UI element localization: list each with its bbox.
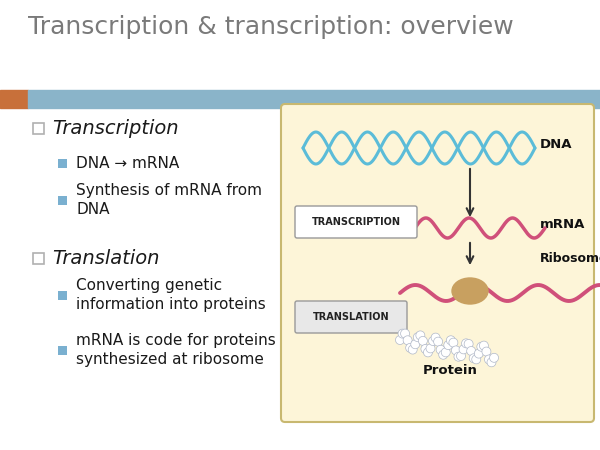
Circle shape [416,331,425,340]
Bar [58,195,67,204]
Circle shape [411,340,420,349]
Text: mRNA is code for proteins
synthesized at ribosome: mRNA is code for proteins synthesized at… [76,333,276,367]
Ellipse shape [452,278,488,304]
Circle shape [436,345,445,354]
Circle shape [444,341,453,350]
Circle shape [446,336,455,345]
Bar [58,158,67,167]
Text: DNA → mRNA: DNA → mRNA [76,156,179,171]
Circle shape [469,354,478,363]
Text: Synthesis of mRNA from
DNA: Synthesis of mRNA from DNA [76,183,262,217]
Circle shape [457,351,466,360]
FancyBboxPatch shape [295,301,407,333]
Circle shape [439,350,448,359]
Bar [0,90,28,108]
Circle shape [461,339,470,348]
Circle shape [490,353,499,362]
Text: Ribosome: Ribosome [540,252,600,265]
Circle shape [459,345,468,354]
Circle shape [474,349,483,358]
Text: Transcription: Transcription [52,118,179,138]
Text: TRANSLATION: TRANSLATION [313,312,389,322]
Circle shape [401,329,410,338]
Text: Converting genetic
information into proteins: Converting genetic information into prot… [76,278,266,312]
Circle shape [454,352,463,361]
Circle shape [421,344,430,353]
Circle shape [428,337,437,346]
Circle shape [403,336,412,345]
Circle shape [434,337,443,346]
Bar [32,252,44,264]
Circle shape [472,355,481,364]
Circle shape [484,355,493,364]
Circle shape [487,358,496,367]
Circle shape [477,342,486,351]
Circle shape [431,333,440,342]
Text: TRANSCRIPTION: TRANSCRIPTION [311,217,401,227]
Text: Translation: Translation [52,248,160,267]
Text: Protein: Protein [422,364,478,377]
Circle shape [482,347,491,356]
Circle shape [467,346,476,356]
Circle shape [451,346,460,355]
Circle shape [395,336,404,345]
Text: Transcription & transcription: overview: Transcription & transcription: overview [28,15,514,39]
Circle shape [406,343,415,352]
FancyBboxPatch shape [281,104,594,422]
Bar [58,291,67,300]
Circle shape [441,348,450,357]
Circle shape [464,339,473,348]
Circle shape [449,338,458,347]
Bar [28,90,600,108]
Text: DNA: DNA [540,139,572,152]
Circle shape [418,337,427,346]
FancyBboxPatch shape [295,206,417,238]
Text: mRNA: mRNA [540,219,586,231]
Circle shape [479,341,488,350]
Bar [58,346,67,355]
Bar [32,122,44,134]
Circle shape [398,329,407,338]
Circle shape [408,345,417,354]
Circle shape [413,333,422,342]
Circle shape [426,344,435,353]
Circle shape [424,348,433,357]
